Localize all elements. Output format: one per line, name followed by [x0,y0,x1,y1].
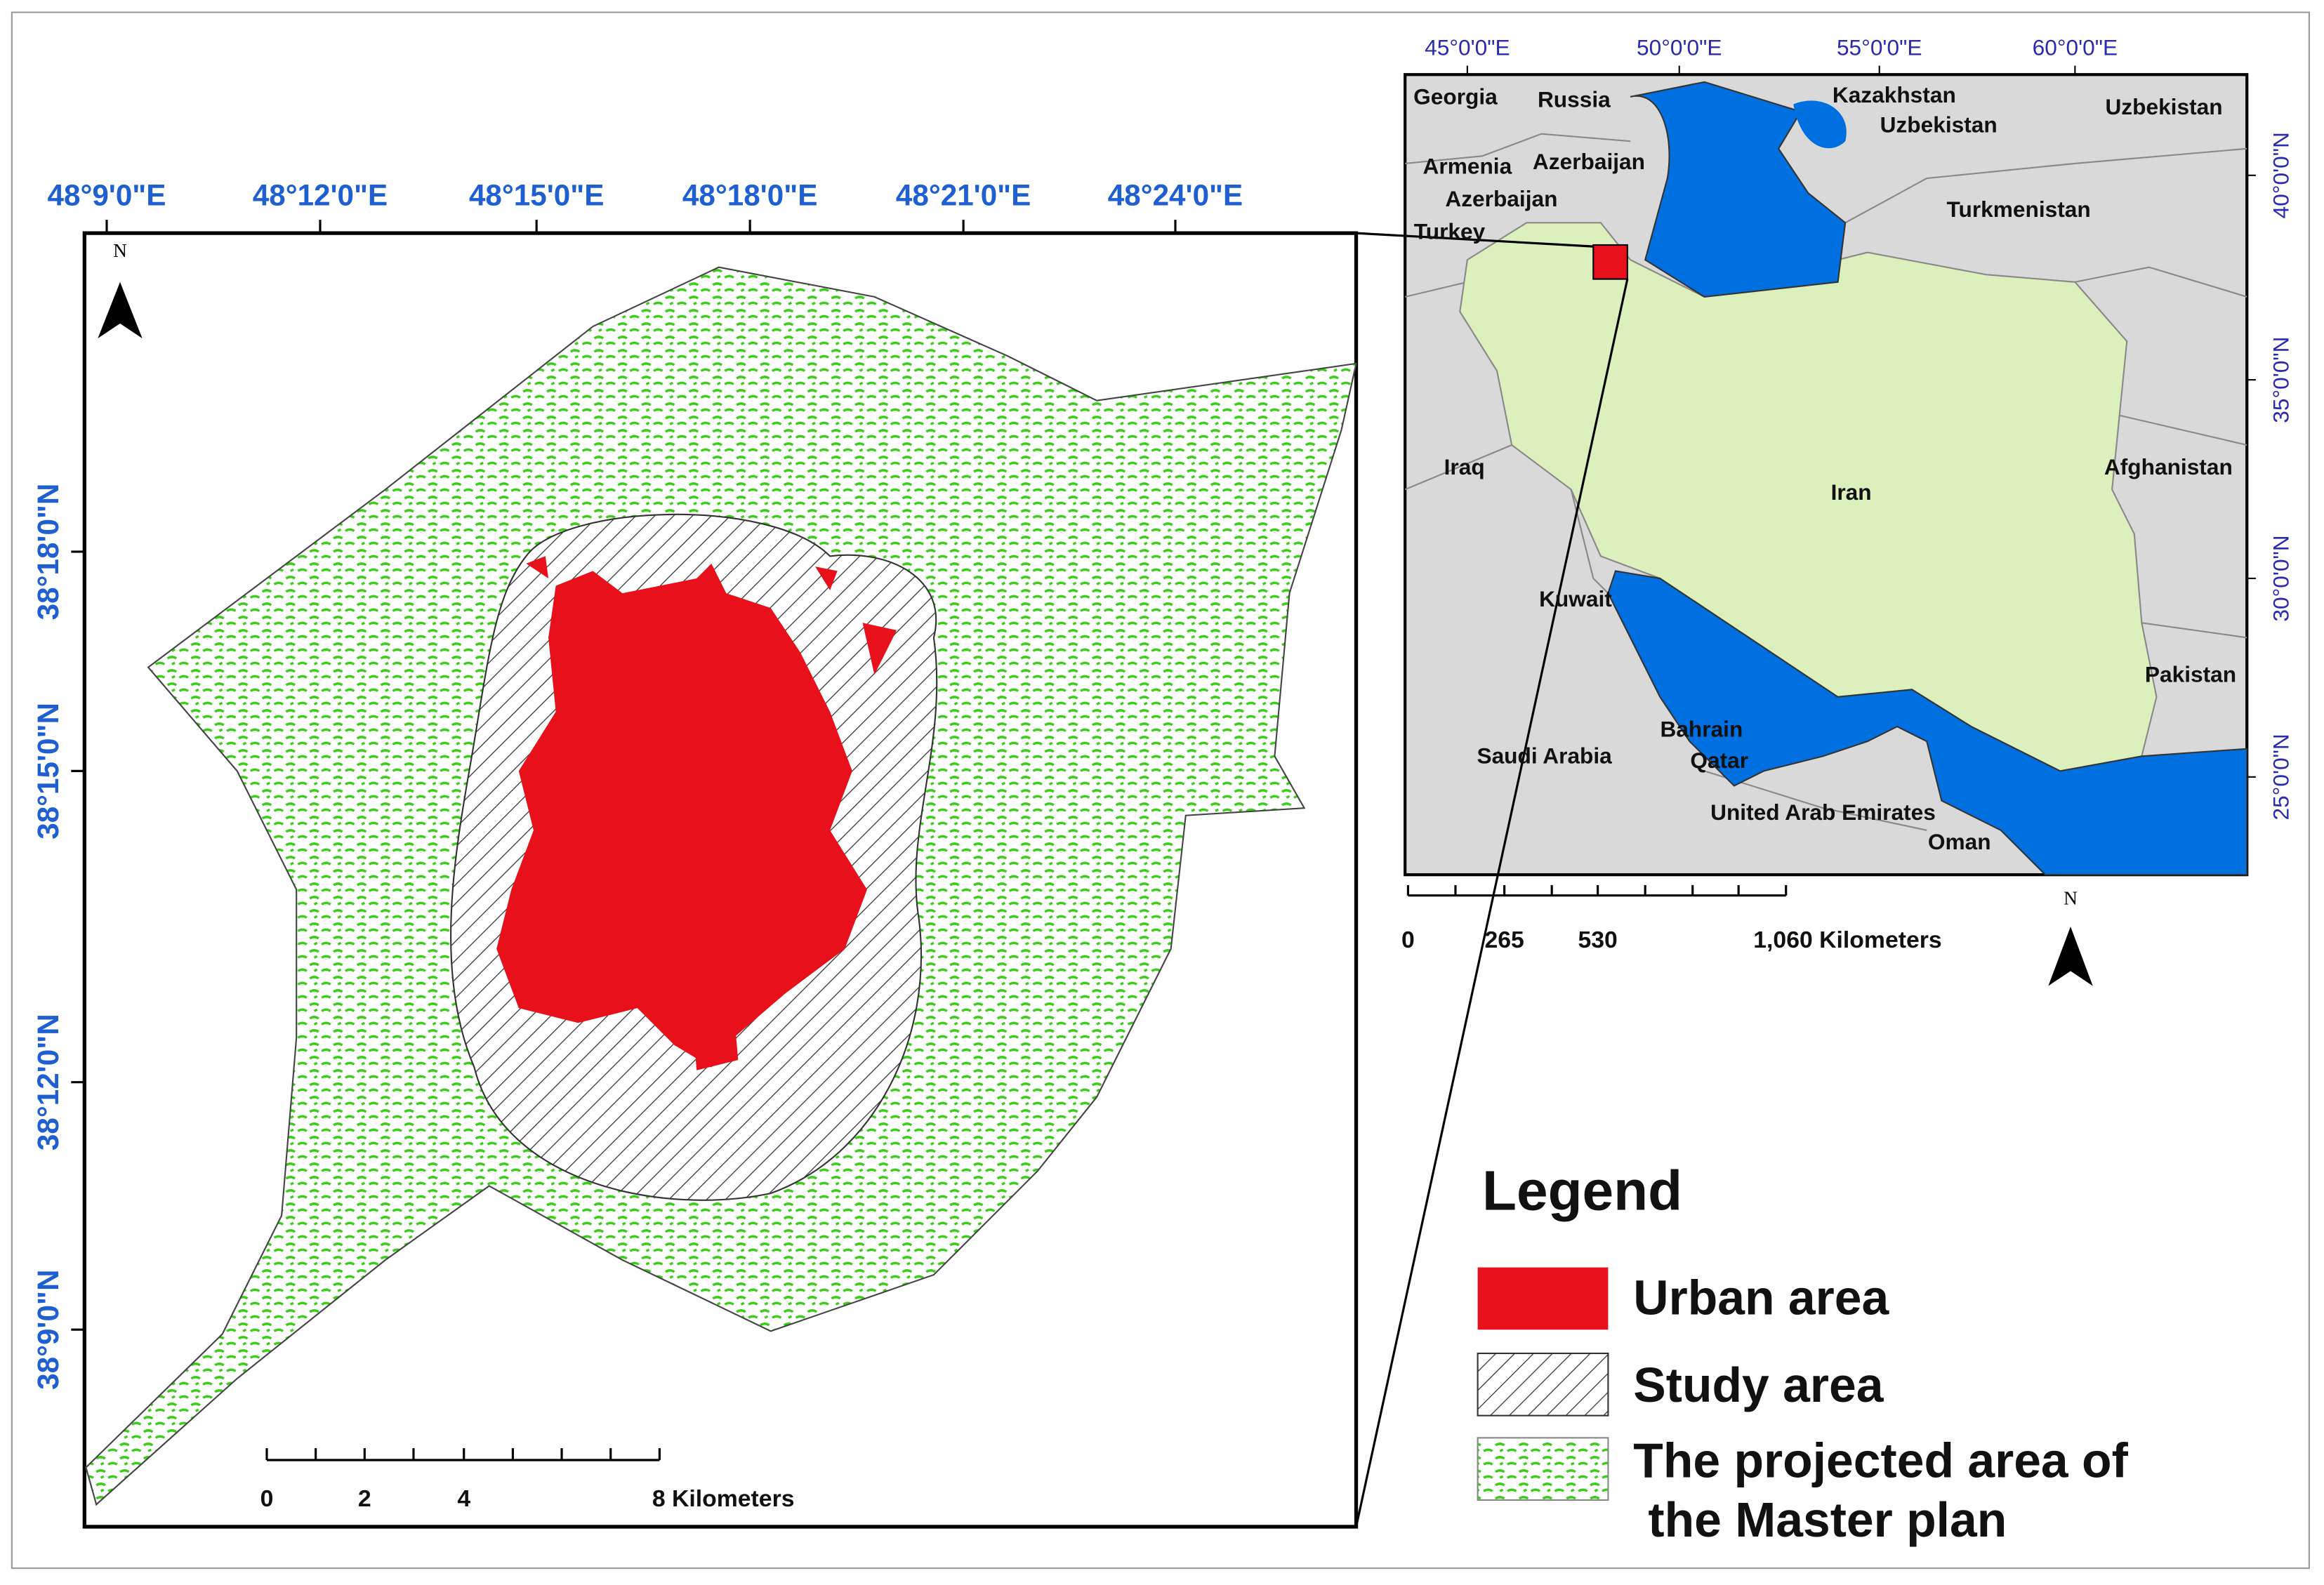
scale-label: 530 [1578,927,1617,953]
legend-swatch [1477,1352,1609,1417]
legend-label: Urban area [1633,1271,1889,1325]
connector-line [1356,232,1594,248]
scale-label: 8 Kilometers [652,1485,795,1512]
longitude-label: 50°0'0"E [1637,35,1722,60]
legend-label: The projected area of [1633,1433,2128,1488]
scale-label: 265 [1484,927,1524,953]
legend-title: Legend [1482,1158,1682,1221]
inset-map: N [1404,73,2249,986]
scale-label: 0 [1401,927,1415,953]
longitude-label: 55°0'0"E [1837,35,1922,60]
country-label: Uzbekistan [1880,112,1998,137]
latitude-label: 38°9'0"N [32,1270,65,1390]
longitude-label: 60°0'0"E [2033,35,2118,60]
persian-gulf [1607,570,2248,876]
scale-label: 2 [358,1485,371,1512]
country-label: Armenia [1423,154,1512,179]
north-label: N [2064,887,2078,908]
latitude-label: 40°0'0"N [2268,132,2293,218]
scale-label: 4 [457,1485,470,1512]
country-label: Iraq [1444,454,1485,479]
latitude-label: 38°12'0"N [32,1014,65,1150]
location-marker [1592,244,1628,280]
legend-swatch [1477,1267,1609,1330]
legend-swatch [1477,1437,1609,1501]
country-label: Uzbekistan [2105,94,2222,119]
country-label: Saudi Arabia [1477,743,1612,769]
connector-line [1354,279,1629,1527]
aral-sea [1793,100,1847,149]
country-label: Azerbaijan [1445,186,1557,211]
longitude-label: 48°21'0"E [896,179,1031,212]
country-label: Pakistan [2145,662,2236,687]
scale-label: 0 [260,1485,274,1512]
country-label: Oman [1928,829,1991,854]
latitude-label: 30°0'0"N [2268,535,2293,621]
urban-patch [690,996,739,1070]
country-label: Azerbaijan [1533,149,1645,174]
urban-area [496,556,897,1070]
country-label: Bahrain [1660,717,1743,742]
country-label: Iran [1831,479,1872,505]
longitude-label: 48°18'0"E [682,179,817,212]
country-label: Afghanistan [2104,454,2233,479]
latitude-label: 25°0'0"N [2268,734,2293,820]
scale-label: 1,060 Kilometers [1753,927,1941,953]
longitude-label: 48°12'0"E [253,179,388,212]
country-label: Russia [1538,87,1611,112]
urban-core [496,563,867,1068]
latitude-label: 38°15'0"N [32,703,65,840]
country-label: Kuwait [1539,586,1612,611]
main-map: N [82,231,1359,1529]
legend-label: Study area [1633,1358,1884,1412]
legend-label: the Master plan [1648,1492,2007,1547]
urban-patch [815,566,838,590]
figure-border [11,11,2310,1570]
latitude-label: 35°0'0"N [2268,336,2293,423]
caspian-sea [1630,81,1847,298]
longitude-label: 45°0'0"E [1425,35,1510,60]
north-arrow [98,281,143,338]
longitude-label: 48°24'0"E [1108,179,1243,212]
latitude-label: 38°18'0"N [32,484,65,621]
north-arrow [2048,927,2093,986]
country-label: Qatar [1690,748,1748,773]
country-label: United Arab Emirates [1710,800,1936,825]
country-label: Georgia [1413,84,1498,109]
country-label: Turkey [1414,218,1486,244]
country-label: Kazakhstan [1833,82,1956,107]
longitude-label: 48°15'0"E [469,179,604,212]
urban-patch [526,556,549,578]
longitude-label: 48°9'0"E [48,179,166,212]
country-label: Turkmenistan [1947,197,2091,222]
north-label: N [113,240,127,261]
legend: Legend Urban area Study area The project… [1477,1158,2129,1547]
urban-patch [862,623,897,675]
